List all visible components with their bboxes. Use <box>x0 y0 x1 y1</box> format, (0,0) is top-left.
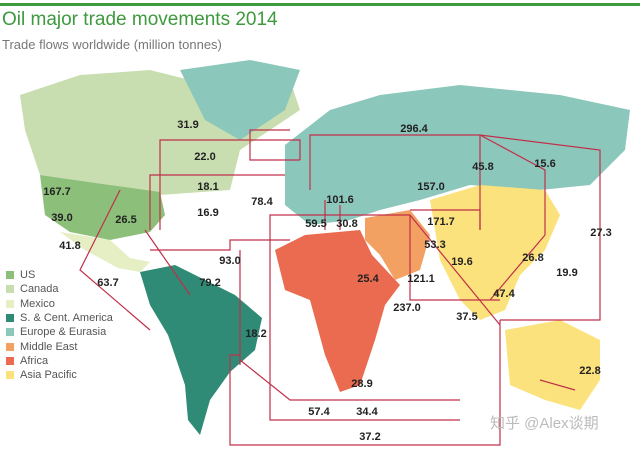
legend: US Canada Mexico S. & Cent. America Euro… <box>6 268 113 382</box>
flow-label: 16.9 <box>197 207 219 219</box>
flow-label: 121.1 <box>407 273 435 285</box>
flow-line <box>79 189 151 331</box>
top-rule <box>0 3 640 6</box>
legend-label: Mexico <box>20 297 55 310</box>
flow-label: 37.5 <box>456 311 478 323</box>
page-title: Oil major trade movements 2014 <box>2 9 278 30</box>
region-greenland <box>180 60 300 140</box>
region-middle-east <box>365 210 430 280</box>
flow-label: 63.7 <box>97 277 119 289</box>
flow-line <box>309 134 480 190</box>
flow-line <box>239 359 460 401</box>
legend-swatch <box>6 371 14 380</box>
flow-label: 27.3 <box>590 227 612 239</box>
flow-label: 28.9 <box>351 378 373 390</box>
flow-label: 57.4 <box>308 406 330 418</box>
flow-label: 34.4 <box>356 406 378 418</box>
legend-swatch <box>6 314 14 323</box>
legend-swatch <box>6 271 14 280</box>
watermark: 知乎 @Alex谈期 <box>490 415 599 432</box>
legend-label: S. & Cent. America <box>20 312 113 325</box>
flow-label: 45.8 <box>472 161 494 173</box>
legend-item-middle-east: Middle East <box>6 339 113 353</box>
flow-line <box>150 239 290 251</box>
legend-swatch <box>6 285 14 294</box>
flow-line <box>479 134 546 235</box>
flow-label: 296.4 <box>400 123 428 135</box>
legend-item-asia-pacific: Asia Pacific <box>6 368 113 382</box>
flow-line <box>249 129 300 161</box>
flow-label: 101.6 <box>326 194 354 206</box>
legend-label: Europe & Eurasia <box>20 326 107 339</box>
flow-label: 78.4 <box>251 196 273 208</box>
flow-label: 18.1 <box>197 181 219 193</box>
legend-label: Africa <box>20 354 49 367</box>
flow-line <box>144 229 191 296</box>
flow-label: 19.9 <box>556 267 578 279</box>
flow-line <box>159 139 301 230</box>
flow-line <box>324 200 341 230</box>
flow-label: 18.2 <box>245 328 267 340</box>
page-subtitle: Trade flows worldwide (million tonnes) <box>2 37 222 52</box>
flow-label: 26.5 <box>115 214 137 226</box>
flow-label: 47.4 <box>493 288 515 300</box>
region-us <box>40 175 165 240</box>
legend-item-canada: Canada <box>6 282 113 296</box>
flow-line <box>539 379 576 391</box>
flow-line <box>479 134 601 321</box>
legend-item-us: US <box>6 268 113 282</box>
flow-label: 157.0 <box>417 181 445 193</box>
flow-label: 41.8 <box>59 240 81 252</box>
region-s-cent-america <box>140 265 262 435</box>
flow-label: 237.0 <box>393 302 421 314</box>
flow-line <box>409 215 500 301</box>
region-europe-eurasia <box>285 85 630 225</box>
flow-line <box>489 234 546 301</box>
region-africa <box>275 230 400 392</box>
flow-label: 31.9 <box>177 119 199 131</box>
flow-line <box>410 209 481 230</box>
flow-label: 30.8 <box>336 218 358 230</box>
region-australia <box>505 320 600 410</box>
flow-label: 19.6 <box>451 256 473 268</box>
legend-label: Asia Pacific <box>20 369 77 382</box>
flow-line <box>409 214 501 326</box>
region-mexico <box>60 232 150 272</box>
legend-swatch <box>6 328 14 337</box>
legend-label: US <box>20 269 36 282</box>
flow-line <box>229 320 501 446</box>
flow-label: 79.2 <box>199 277 221 289</box>
legend-swatch <box>6 342 14 351</box>
flow-lines <box>79 129 601 446</box>
legend-item-s-cent-america: S. & Cent. America <box>6 311 113 325</box>
legend-swatch <box>6 356 14 365</box>
legend-item-europe-eurasia: Europe & Eurasia <box>6 325 113 339</box>
flow-label: 22.0 <box>194 151 216 163</box>
legend-label: Canada <box>20 283 59 296</box>
legend-label: Middle East <box>20 340 78 353</box>
flow-label: 25.4 <box>357 273 379 285</box>
legend-item-africa: Africa <box>6 354 113 368</box>
legend-item-mexico: Mexico <box>6 297 113 311</box>
flow-label: 171.7 <box>427 216 455 228</box>
flow-label: 59.5 <box>305 218 327 230</box>
flow-label: 39.0 <box>51 212 73 224</box>
flow-label: 53.3 <box>424 239 446 251</box>
flow-label: 15.6 <box>534 158 556 170</box>
flow-line <box>149 174 285 230</box>
legend-swatch <box>6 299 14 308</box>
flow-label: 26.8 <box>522 252 544 264</box>
region-asia-pacific <box>430 185 560 320</box>
flow-label: 167.7 <box>43 186 71 198</box>
flow-label: 22.8 <box>579 365 601 377</box>
flow-label: 37.2 <box>359 431 381 443</box>
flow-label: 93.0 <box>219 255 241 267</box>
